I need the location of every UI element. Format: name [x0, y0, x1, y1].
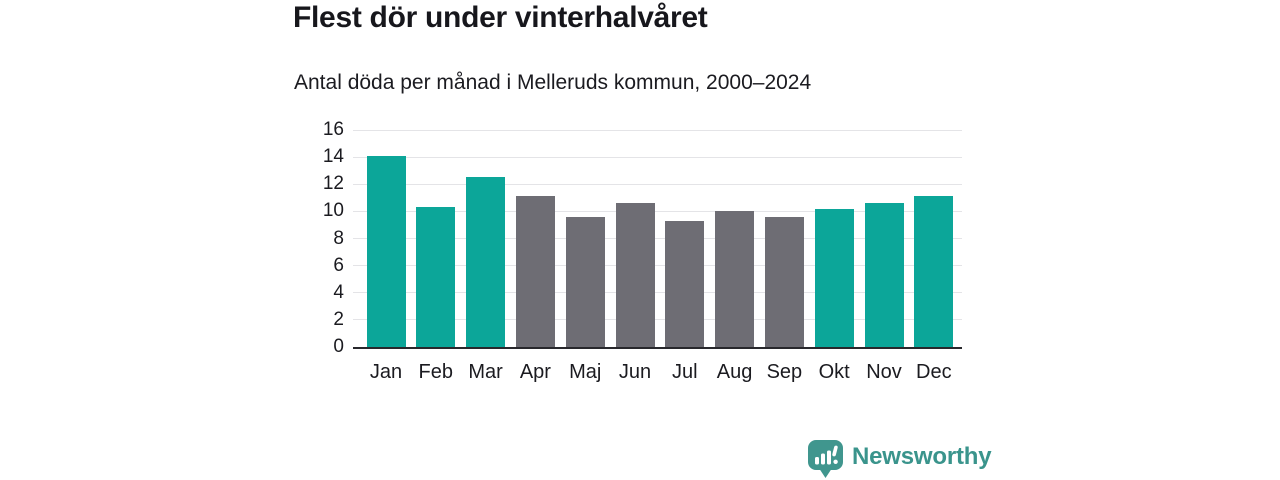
y-tick-label: 6 — [333, 254, 344, 276]
x-tick-label: Aug — [716, 361, 753, 383]
bar-jul — [665, 220, 705, 347]
brand-footer: Newsworthy — [808, 440, 992, 478]
x-tick-label: Jan — [369, 361, 403, 383]
grid-line — [353, 129, 962, 131]
grid-line — [353, 319, 962, 321]
y-tick-label: 12 — [322, 173, 344, 195]
x-axis-line — [353, 347, 962, 349]
x-tick-label: Maj — [569, 361, 602, 383]
bar-sep — [764, 216, 804, 347]
x-tick-label: Dec — [916, 361, 952, 383]
grid-line — [353, 238, 962, 239]
chart-subtitle: Antal döda per månad i Melleruds kommun,… — [294, 71, 812, 94]
grid-line — [353, 292, 962, 294]
bar-maj — [565, 216, 605, 347]
y-tick-label: 0 — [333, 336, 344, 357]
bar-okt — [814, 208, 854, 347]
bar-aug — [715, 211, 755, 347]
grid-line — [353, 210, 962, 212]
x-tick-label: Apr — [519, 361, 551, 383]
newsworthy-logo-icon — [808, 440, 843, 478]
grid-line — [353, 156, 962, 158]
brand-name: Newsworthy — [852, 443, 992, 470]
x-tick-label: Jun — [618, 361, 652, 383]
y-tick-label: 8 — [333, 227, 344, 249]
x-tick-label: Jul — [672, 361, 698, 383]
bar-nov — [864, 203, 904, 347]
y-tick-label: 16 — [322, 119, 344, 140]
bar-mar — [466, 177, 506, 347]
grid-line — [353, 183, 962, 185]
x-tick-label: Feb — [418, 361, 454, 383]
x-tick-label: Sep — [766, 361, 803, 383]
y-tick-label: 2 — [333, 308, 344, 330]
chart-title: Flest dör under vinterhalvåret — [293, 1, 708, 34]
bar-dec — [914, 196, 954, 347]
x-tick-label: Nov — [866, 361, 902, 383]
bar-feb — [416, 207, 456, 347]
bar-jun — [615, 203, 655, 347]
bar-apr — [515, 196, 555, 347]
x-tick-label: Mar — [468, 361, 503, 383]
grid-line — [353, 265, 962, 267]
y-tick-label: 4 — [333, 281, 344, 303]
x-tick-label: Okt — [818, 361, 850, 383]
y-tick-label: 14 — [322, 146, 344, 168]
y-tick-label: 10 — [322, 200, 344, 222]
bar-jan — [366, 155, 406, 347]
